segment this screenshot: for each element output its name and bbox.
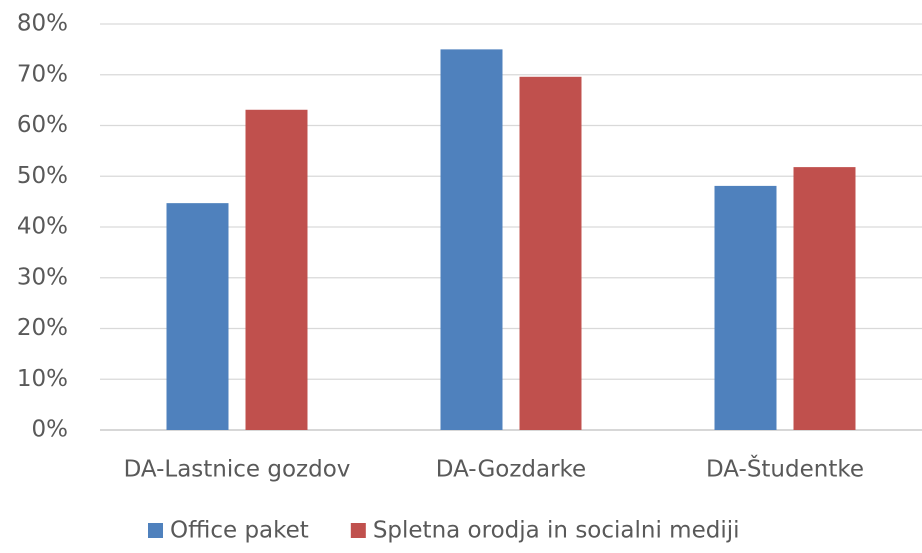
bar <box>245 109 308 430</box>
y-tick-label: 30% <box>17 264 68 290</box>
y-tick-label: 20% <box>17 315 68 341</box>
y-tick-label: 0% <box>32 417 69 443</box>
y-tick-label: 50% <box>17 163 68 189</box>
y-tick-label: 60% <box>17 112 68 138</box>
x-tick-label: DA-Lastnice gozdov <box>124 457 351 483</box>
x-tick-label: DA-Študentke <box>706 455 864 483</box>
legend-label: Office paket <box>170 518 309 544</box>
bar <box>440 49 503 430</box>
y-tick-label: 70% <box>17 61 68 87</box>
bar <box>166 203 229 430</box>
y-tick-label: 10% <box>17 366 68 392</box>
legend-swatch <box>148 523 163 538</box>
y-tick-label: 80% <box>17 11 68 37</box>
bar <box>793 167 856 431</box>
y-tick-label: 40% <box>17 214 68 240</box>
legend-label: Spletna orodja in socialni mediji <box>373 518 740 544</box>
bar <box>519 76 582 430</box>
legend-swatch <box>350 523 366 538</box>
bar <box>714 185 777 430</box>
x-tick-label: DA-Gozdarke <box>436 457 586 483</box>
